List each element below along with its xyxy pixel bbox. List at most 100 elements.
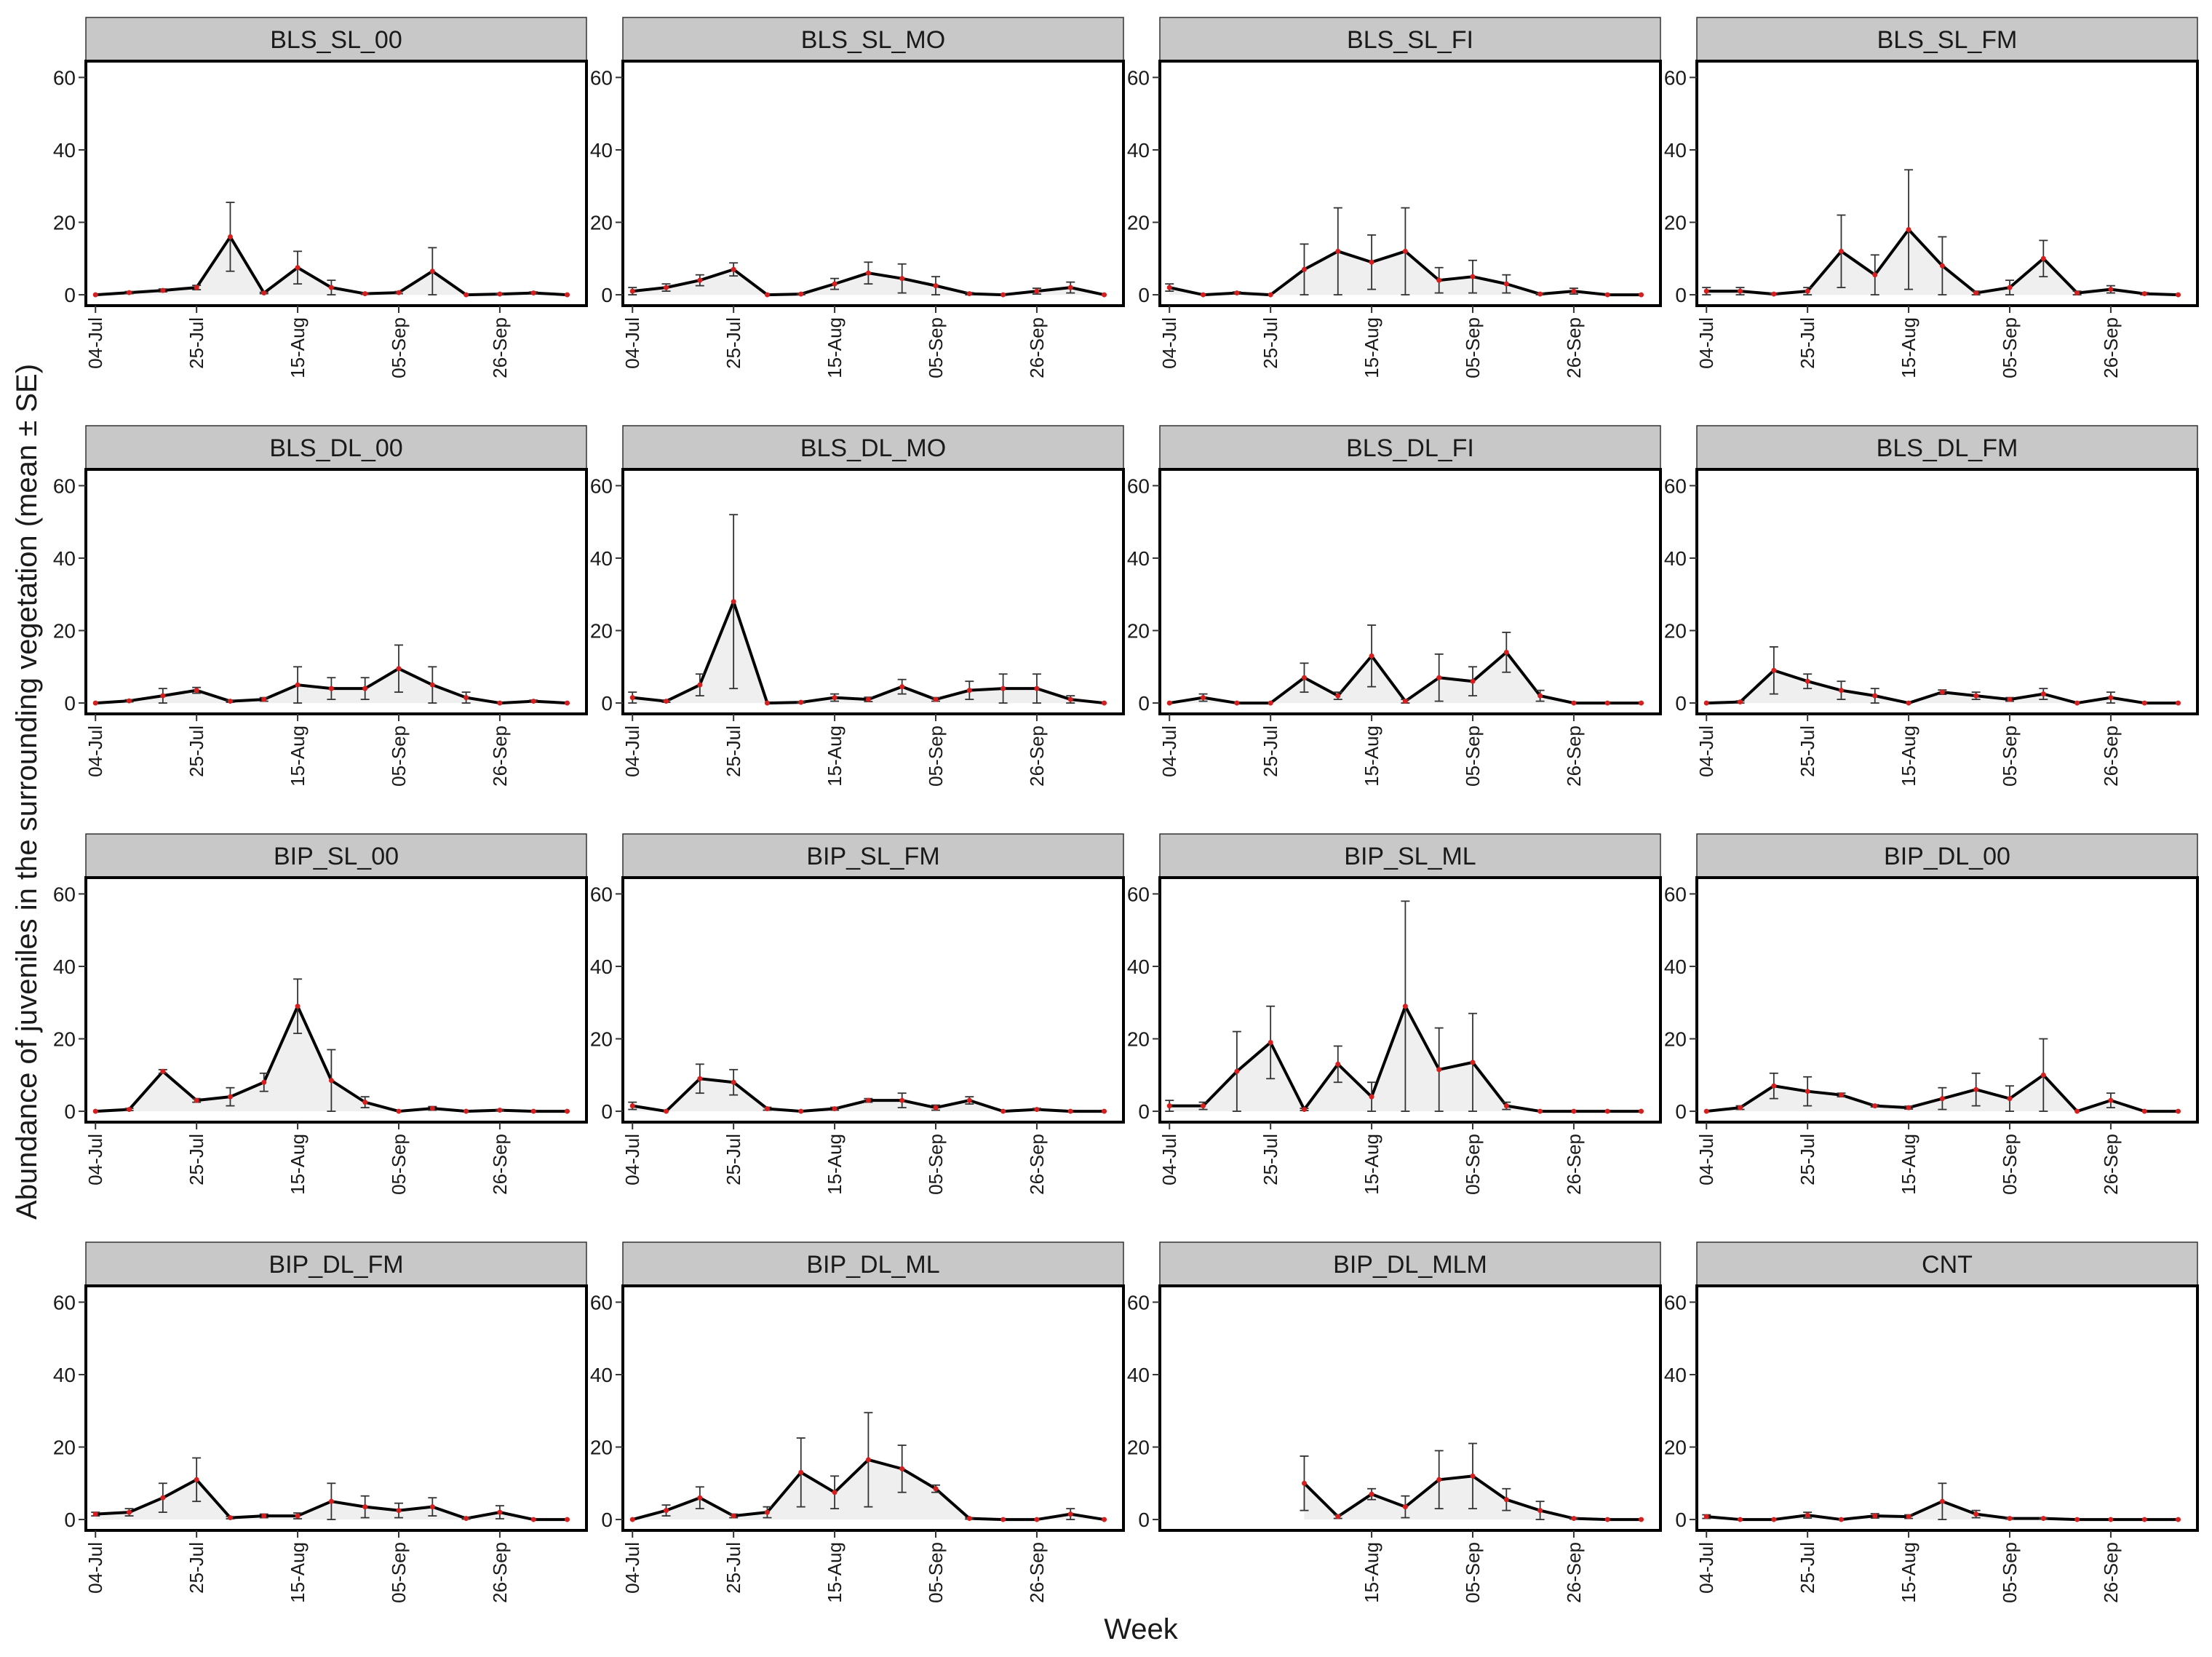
data-point xyxy=(933,283,939,289)
x-tick-label: 04-Jul xyxy=(1158,317,1180,369)
data-point xyxy=(2007,696,2013,702)
data-point xyxy=(1201,292,1206,298)
data-point xyxy=(1537,693,1543,699)
panel-strip xyxy=(85,425,587,470)
data-point xyxy=(1268,292,1273,298)
panel-title: BLS_DL_00 xyxy=(269,434,402,462)
data-point xyxy=(1738,288,1743,294)
y-tick-label: 20 xyxy=(1664,212,1687,234)
data-point xyxy=(1470,274,1476,279)
data-point xyxy=(497,1509,503,1515)
data-point xyxy=(1639,292,1644,298)
x-tick-label: 04-Jul xyxy=(621,726,643,777)
data-point xyxy=(1067,285,1073,290)
series-area xyxy=(1169,652,1642,704)
x-tick-label: 25-Jul xyxy=(186,1134,207,1185)
panel: BLS_SL_FM 0 20 40 60 04-Jul 25-Jul 15-Aug 05-Sep… xyxy=(1664,17,2199,378)
panel-frame xyxy=(1158,468,1662,715)
y-tick-label: 20 xyxy=(590,620,613,643)
data-point xyxy=(261,290,267,296)
data-point xyxy=(629,1517,635,1522)
x-tick-label: 04-Jul xyxy=(1695,726,1717,777)
x-tick-label: 26-Sep xyxy=(1026,1134,1048,1195)
panel-strip xyxy=(1159,1241,1661,1287)
y-tick-label: 0 xyxy=(64,284,76,306)
data-point xyxy=(2141,291,2147,297)
data-point xyxy=(396,666,402,672)
data-point xyxy=(1805,1089,1810,1094)
y-tick-label: 60 xyxy=(1664,66,1687,89)
x-tick-label: 26-Sep xyxy=(1026,317,1048,378)
x-tick-label: 26-Sep xyxy=(1563,317,1585,378)
data-point xyxy=(798,1108,804,1114)
y-tick-label: 60 xyxy=(53,883,76,905)
y-tick-label: 60 xyxy=(1127,66,1150,89)
panel-frame xyxy=(621,60,1125,307)
data-point xyxy=(664,1108,669,1114)
data-point xyxy=(2108,1517,2114,1522)
series-area xyxy=(632,1078,1105,1112)
y-axis-title: Abundance of juveniles in the surroundin… xyxy=(11,364,43,1220)
data-point xyxy=(194,1477,199,1482)
panel: BLS_SL_00 0 20 40 60 04-Jul 25-Jul 15-Aug 05-Sep… xyxy=(53,17,588,378)
data-point xyxy=(429,1504,435,1510)
x-tick-label: 25-Jul xyxy=(723,1542,744,1594)
data-point xyxy=(832,1490,838,1495)
panel: BLS_DL_00 0 20 40 60 04-Jul 25-Jul 15-Aug 05-Sep… xyxy=(53,425,588,787)
x-tick-label: 26-Sep xyxy=(2100,726,2122,787)
x-tick-label: 26-Sep xyxy=(489,726,511,787)
data-point xyxy=(1470,1060,1476,1065)
panel-title: CNT xyxy=(1922,1251,1973,1279)
y-tick-label: 40 xyxy=(1664,547,1687,570)
series-area xyxy=(95,1479,568,1520)
y-tick-label: 20 xyxy=(1664,1028,1687,1051)
y-tick-label: 20 xyxy=(590,1028,613,1051)
panel-title: BLS_SL_MO xyxy=(801,26,945,54)
data-point xyxy=(1973,290,1979,296)
x-tick-label: 26-Sep xyxy=(489,1542,511,1603)
y-tick-label: 0 xyxy=(1675,284,1687,306)
data-point xyxy=(1838,688,1844,694)
data-point xyxy=(1939,263,1945,269)
y-tick-label: 20 xyxy=(1127,1437,1150,1459)
panel: BIP_SL_00 0 20 40 60 04-Jul 25-Jul 15-Aug 05-Sep… xyxy=(53,833,588,1195)
x-tick-label: 05-Sep xyxy=(1999,317,2021,378)
data-point xyxy=(899,1097,905,1103)
y-tick-label: 60 xyxy=(1127,1291,1150,1314)
panel: BIP_SL_ML 0 20 40 60 04-Jul 25-Jul 15-Aug 05-Sep… xyxy=(1127,833,1662,1195)
panel-strip xyxy=(1696,1241,2198,1287)
data-point xyxy=(764,700,770,706)
data-point xyxy=(1000,1517,1006,1522)
data-point xyxy=(295,1004,301,1009)
y-tick-label: 60 xyxy=(1664,474,1687,497)
data-point xyxy=(1369,653,1374,659)
data-point xyxy=(1771,1517,1777,1522)
data-point xyxy=(1201,695,1206,701)
data-point xyxy=(731,266,736,272)
data-point xyxy=(865,696,871,702)
data-point xyxy=(530,1517,536,1522)
data-point xyxy=(227,234,233,239)
x-tick-label: 05-Sep xyxy=(388,1542,410,1603)
x-tick-label: 05-Sep xyxy=(1462,1134,1484,1195)
data-point xyxy=(1102,700,1107,706)
data-point xyxy=(1639,1108,1644,1114)
x-tick-label: 25-Jul xyxy=(723,317,744,369)
data-point xyxy=(1369,259,1374,265)
panel-title: BIP_DL_FM xyxy=(268,1251,403,1279)
data-point xyxy=(396,1108,402,1114)
panel-title: BIP_DL_ML xyxy=(806,1251,939,1279)
data-point xyxy=(194,1097,199,1103)
data-point xyxy=(497,1108,503,1113)
y-tick-label: 60 xyxy=(590,474,613,497)
data-point xyxy=(328,1078,334,1084)
data-point xyxy=(160,287,166,293)
data-point xyxy=(1973,1511,1979,1517)
data-point xyxy=(1201,1103,1206,1109)
data-point xyxy=(1034,1517,1040,1522)
data-point xyxy=(1537,291,1543,297)
y-tick-label: 40 xyxy=(1664,139,1687,162)
y-tick-label: 40 xyxy=(1664,955,1687,978)
data-point xyxy=(798,291,804,297)
data-point xyxy=(429,269,435,274)
